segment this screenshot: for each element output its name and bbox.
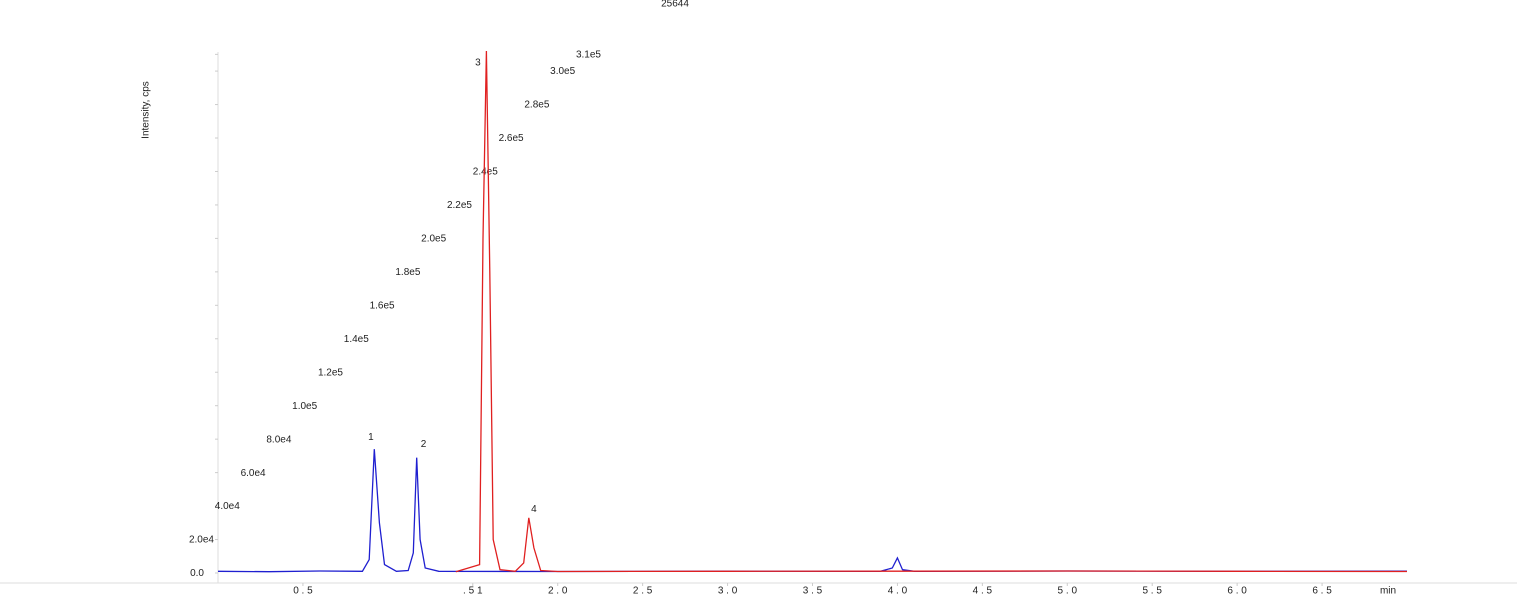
- y-tick-label: 3.1e5: [576, 50, 601, 61]
- peak-label: 2: [421, 439, 427, 450]
- y-tick-label: 4.0e4: [215, 501, 240, 512]
- y-tick-label: 0.0: [190, 568, 204, 579]
- x-tick-label: 5 . 5: [1142, 586, 1162, 594]
- y-tick-label: 1.8e5: [395, 267, 420, 278]
- y-tick-label: 6.0e4: [241, 468, 266, 479]
- y-tick-label: 1.6e5: [370, 300, 395, 311]
- x-tick-label: 0 . 5: [293, 586, 313, 594]
- peak-label: 4: [531, 504, 537, 515]
- y-tick-label: 2.8e5: [524, 100, 549, 111]
- y-tick-label: 1.0e5: [292, 401, 317, 412]
- y-tick-label: 2.6e5: [499, 133, 524, 144]
- x-tick-label: 3 . 5: [803, 586, 823, 594]
- x-tick-label: 2 . 5: [633, 586, 653, 594]
- series-line: [455, 50, 1408, 573]
- x-tick-label: 5 . 0: [1058, 586, 1078, 594]
- y-tick-label: 2.0e5: [421, 234, 446, 245]
- x-tick-label: . 5 1: [463, 586, 483, 594]
- x-tick-label: 6 . 5: [1312, 586, 1332, 594]
- x-tick-label: 4 . 0: [888, 586, 908, 594]
- y-tick-label: 2.4e5: [473, 167, 498, 178]
- y-tick-label: 1.4e5: [344, 334, 369, 345]
- y-tick-label: 2.0e4: [189, 535, 214, 546]
- x-axis-label: min: [1380, 586, 1396, 594]
- x-tick-label: 2 . 0: [548, 586, 568, 594]
- y-tick-label: 3.0e5: [550, 66, 575, 77]
- series-line: [217, 449, 1408, 573]
- x-tick-label: 4 . 5: [973, 586, 993, 594]
- y-axis-label: Intensity, cps: [141, 81, 152, 139]
- x-tick-label: 6 . 0: [1227, 586, 1247, 594]
- peak-label: 1: [368, 432, 374, 443]
- top-label: 25644: [661, 0, 689, 10]
- y-tick-label: 2.2e5: [447, 200, 472, 211]
- x-tick-label: 3 . 0: [718, 586, 738, 594]
- peak-label: 3: [475, 57, 481, 68]
- y-tick-label: 1.2e5: [318, 367, 343, 378]
- y-tick-label: 8.0e4: [266, 434, 291, 445]
